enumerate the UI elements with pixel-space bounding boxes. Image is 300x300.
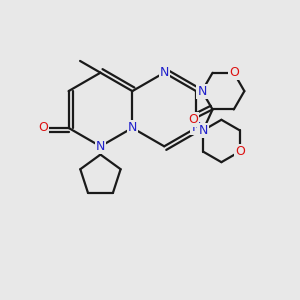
- Text: N: N: [197, 85, 207, 98]
- Text: O: O: [39, 122, 49, 134]
- Text: N: N: [96, 140, 105, 153]
- Text: N: N: [128, 122, 137, 134]
- Text: N: N: [198, 124, 208, 137]
- Text: O: O: [229, 66, 239, 79]
- Text: N: N: [191, 122, 201, 134]
- Text: N: N: [160, 66, 169, 79]
- Text: O: O: [188, 113, 198, 126]
- Text: O: O: [235, 145, 245, 158]
